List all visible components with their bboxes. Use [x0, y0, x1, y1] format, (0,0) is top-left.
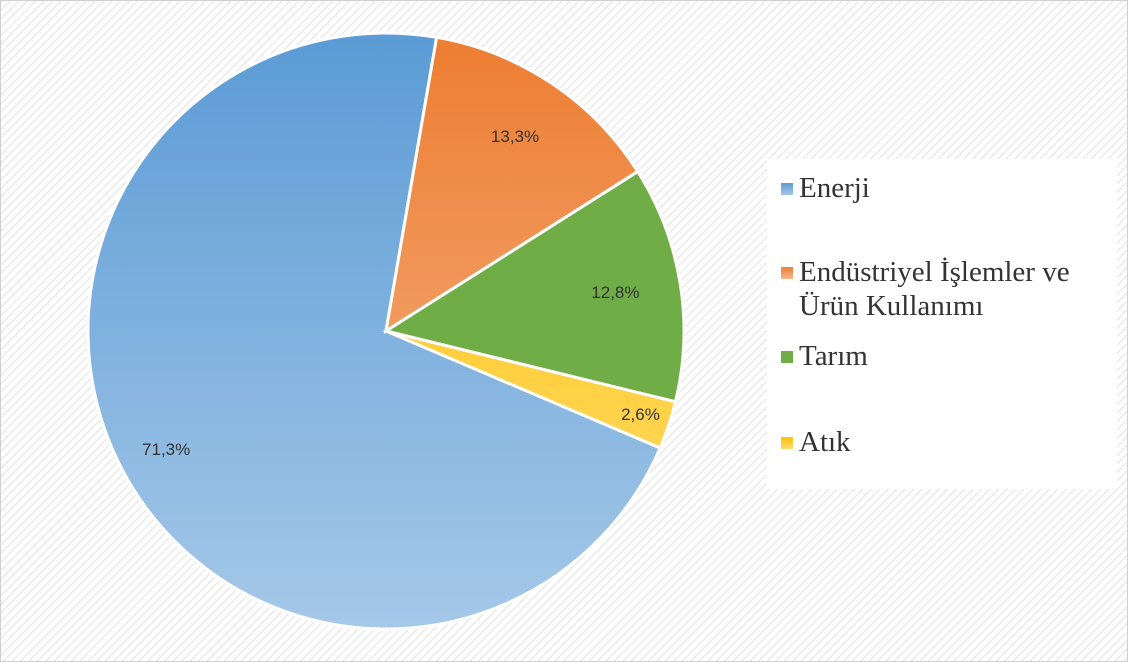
- legend-swatch: [781, 267, 793, 279]
- pie-slice: [385, 329, 678, 450]
- pie-slice: [86, 31, 663, 631]
- data-label: 2,6%: [621, 405, 660, 424]
- legend-label: Enerji: [799, 172, 870, 204]
- pie-slice: [382, 169, 686, 404]
- legend-swatch: [781, 351, 793, 363]
- data-label: 13,3%: [491, 127, 539, 146]
- data-label: 12,8%: [591, 283, 639, 302]
- legend: Enerji Endüstriyel İşlemler ve Ürün Kulla…: [767, 159, 1117, 489]
- legend-item: Enerji: [781, 171, 1099, 205]
- legend-label: Tarım: [799, 340, 868, 372]
- pie-slice: [383, 35, 640, 335]
- legend-item: Tarım: [781, 339, 1099, 373]
- legend-item: Atık: [781, 425, 1099, 459]
- data-label: 71,3%: [142, 440, 190, 459]
- legend-label: Endüstriyel İşlemler ve Ürün Kullanımı: [799, 256, 1070, 322]
- legend-item: Endüstriyel İşlemler ve Ürün Kullanımı: [781, 255, 1099, 323]
- legend-swatch: [781, 437, 793, 449]
- legend-swatch: [781, 183, 793, 195]
- legend-label: Atık: [799, 426, 851, 458]
